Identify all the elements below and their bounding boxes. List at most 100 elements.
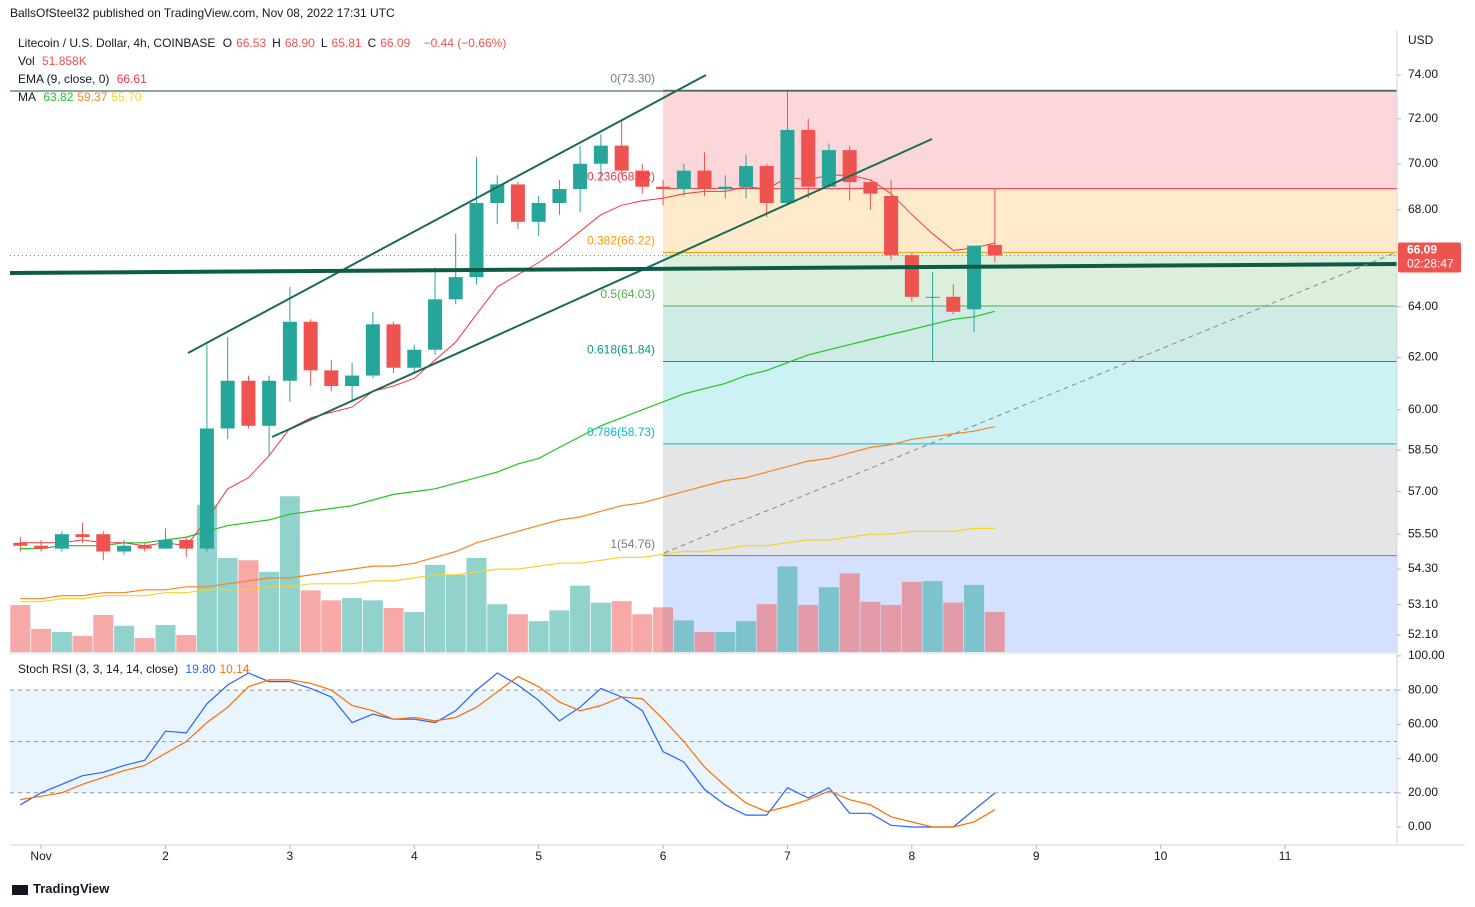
- volume-bar: [238, 560, 259, 652]
- volume-bar: [362, 600, 383, 652]
- volume-bar: [694, 631, 715, 652]
- x-tick-label: 4: [411, 849, 418, 863]
- footer-brand: TradingView: [12, 881, 109, 896]
- legend-row: MA 63.82 59.37 55.70: [18, 88, 510, 106]
- fib-zone: [663, 306, 1397, 362]
- legend-row: Litecoin / U.S. Dollar, 4h, COINBASE O 66…: [18, 34, 510, 52]
- fib-label: 1(54.76): [610, 537, 655, 551]
- volume-bar: [217, 557, 238, 652]
- fib-label: 0.236(68.92): [587, 170, 655, 184]
- ema-value: 66.61: [116, 72, 147, 86]
- ma-line: [20, 426, 995, 600]
- price-badge-value: 66.09: [1407, 243, 1437, 257]
- x-tick-label: 11: [1279, 849, 1292, 863]
- candle-body: [34, 545, 49, 549]
- y-tick-label: 72.00: [1408, 111, 1438, 125]
- candle-body: [884, 195, 899, 256]
- candle-body: [573, 163, 588, 190]
- publish-header: BallsOfSteel32 published on TradingView.…: [10, 6, 395, 20]
- support-line: [9, 262, 1398, 275]
- volume-bar: [487, 604, 508, 652]
- ema-name: EMA (9, close, 0): [18, 72, 110, 86]
- stoch-title: Stoch RSI (3, 3, 14, 14, close): [18, 662, 179, 676]
- x-tick-label: 3: [287, 849, 294, 863]
- volume-bar: [964, 584, 985, 652]
- candle-body: [863, 182, 878, 194]
- volume-bar: [549, 610, 570, 652]
- ohlc-value: 66.09: [380, 36, 411, 50]
- candle-body: [386, 324, 401, 368]
- candle-body: [469, 202, 484, 278]
- volume-bar: [507, 614, 528, 652]
- candle-body: [54, 534, 69, 549]
- volume-bar: [590, 602, 611, 652]
- ohlc-key: L: [320, 36, 328, 50]
- volume-bar: [72, 635, 93, 652]
- candle-body: [635, 170, 650, 187]
- volume-bar: [570, 585, 591, 652]
- fib-label: 0.5(64.03): [600, 287, 655, 301]
- volume-bar: [611, 601, 632, 652]
- ohlc: O 66.53 H 68.90 L 65.81 C 66.09: [223, 36, 417, 50]
- fib-label: 0.786(58.73): [587, 425, 655, 439]
- y-tick-label: 62.00: [1408, 350, 1438, 364]
- volume-bar: [404, 611, 425, 652]
- candle-body: [967, 245, 982, 310]
- candle-body: [759, 166, 774, 203]
- volume-bar: [736, 621, 757, 652]
- candle-body: [510, 184, 525, 222]
- channel-upper: [187, 74, 707, 354]
- candle-body: [137, 545, 152, 549]
- volume-bar: [632, 614, 653, 652]
- volume-bar: [51, 631, 72, 652]
- y-tick-label: 70.00: [1408, 156, 1438, 170]
- change: −0.44 (−0.66%): [423, 36, 507, 50]
- fib-zone: [663, 443, 1397, 556]
- fib-zone: [663, 252, 1397, 307]
- legend-row: Vol 51.858K: [18, 52, 510, 70]
- volume-bar: [176, 635, 197, 652]
- volume-value: 51.858K: [42, 54, 87, 68]
- volume-bar: [756, 604, 777, 652]
- y-tick-label: 100.00: [1408, 648, 1445, 662]
- volume-bar: [342, 598, 363, 652]
- volume-bar: [922, 581, 943, 652]
- y-tick-label: 80.00: [1408, 682, 1438, 696]
- candle-body: [448, 277, 463, 300]
- y-tick-label: 60.00: [1408, 402, 1438, 416]
- candle-body: [552, 189, 567, 203]
- legend: Litecoin / U.S. Dollar, 4h, COINBASE O 66…: [18, 34, 510, 106]
- ohlc-key: C: [367, 36, 377, 50]
- volume-bar: [466, 557, 487, 652]
- ma-line: [20, 527, 995, 603]
- ohlc-key: O: [222, 36, 233, 50]
- x-tick-label: 5: [535, 849, 542, 863]
- candle-body: [158, 539, 173, 549]
- volume-bar: [425, 564, 446, 652]
- volume-bar: [839, 573, 860, 652]
- candle-body: [739, 166, 754, 187]
- background-layer: [10, 89, 1397, 794]
- x-tick-label: Nov: [30, 849, 51, 863]
- candle-body: [407, 349, 422, 368]
- ma-value: 59.37: [77, 90, 108, 104]
- volume-bar: [777, 566, 798, 652]
- x-tick-label: 9: [1033, 849, 1040, 863]
- candle-body: [75, 534, 90, 538]
- candle-body: [303, 321, 318, 371]
- volume-bar: [93, 614, 114, 652]
- price-badge-countdown: 02:28:47: [1407, 257, 1454, 271]
- candle-body: [117, 545, 132, 552]
- ma-line: [20, 310, 995, 550]
- x-tick-label: 2: [162, 849, 169, 863]
- volume-bar: [798, 604, 819, 652]
- y-tick-label: 40.00: [1408, 751, 1438, 765]
- fib-label: 0.382(66.22): [587, 234, 655, 248]
- axis-layer: USD 74.0072.0070.0068.0064.0062.0060.005…: [10, 30, 1465, 863]
- volume-bar: [943, 602, 964, 652]
- stoch-value: 10.14: [219, 662, 250, 676]
- candle-body: [531, 202, 546, 222]
- y-tick-label: 68.00: [1408, 202, 1438, 216]
- volume-bar: [321, 600, 342, 652]
